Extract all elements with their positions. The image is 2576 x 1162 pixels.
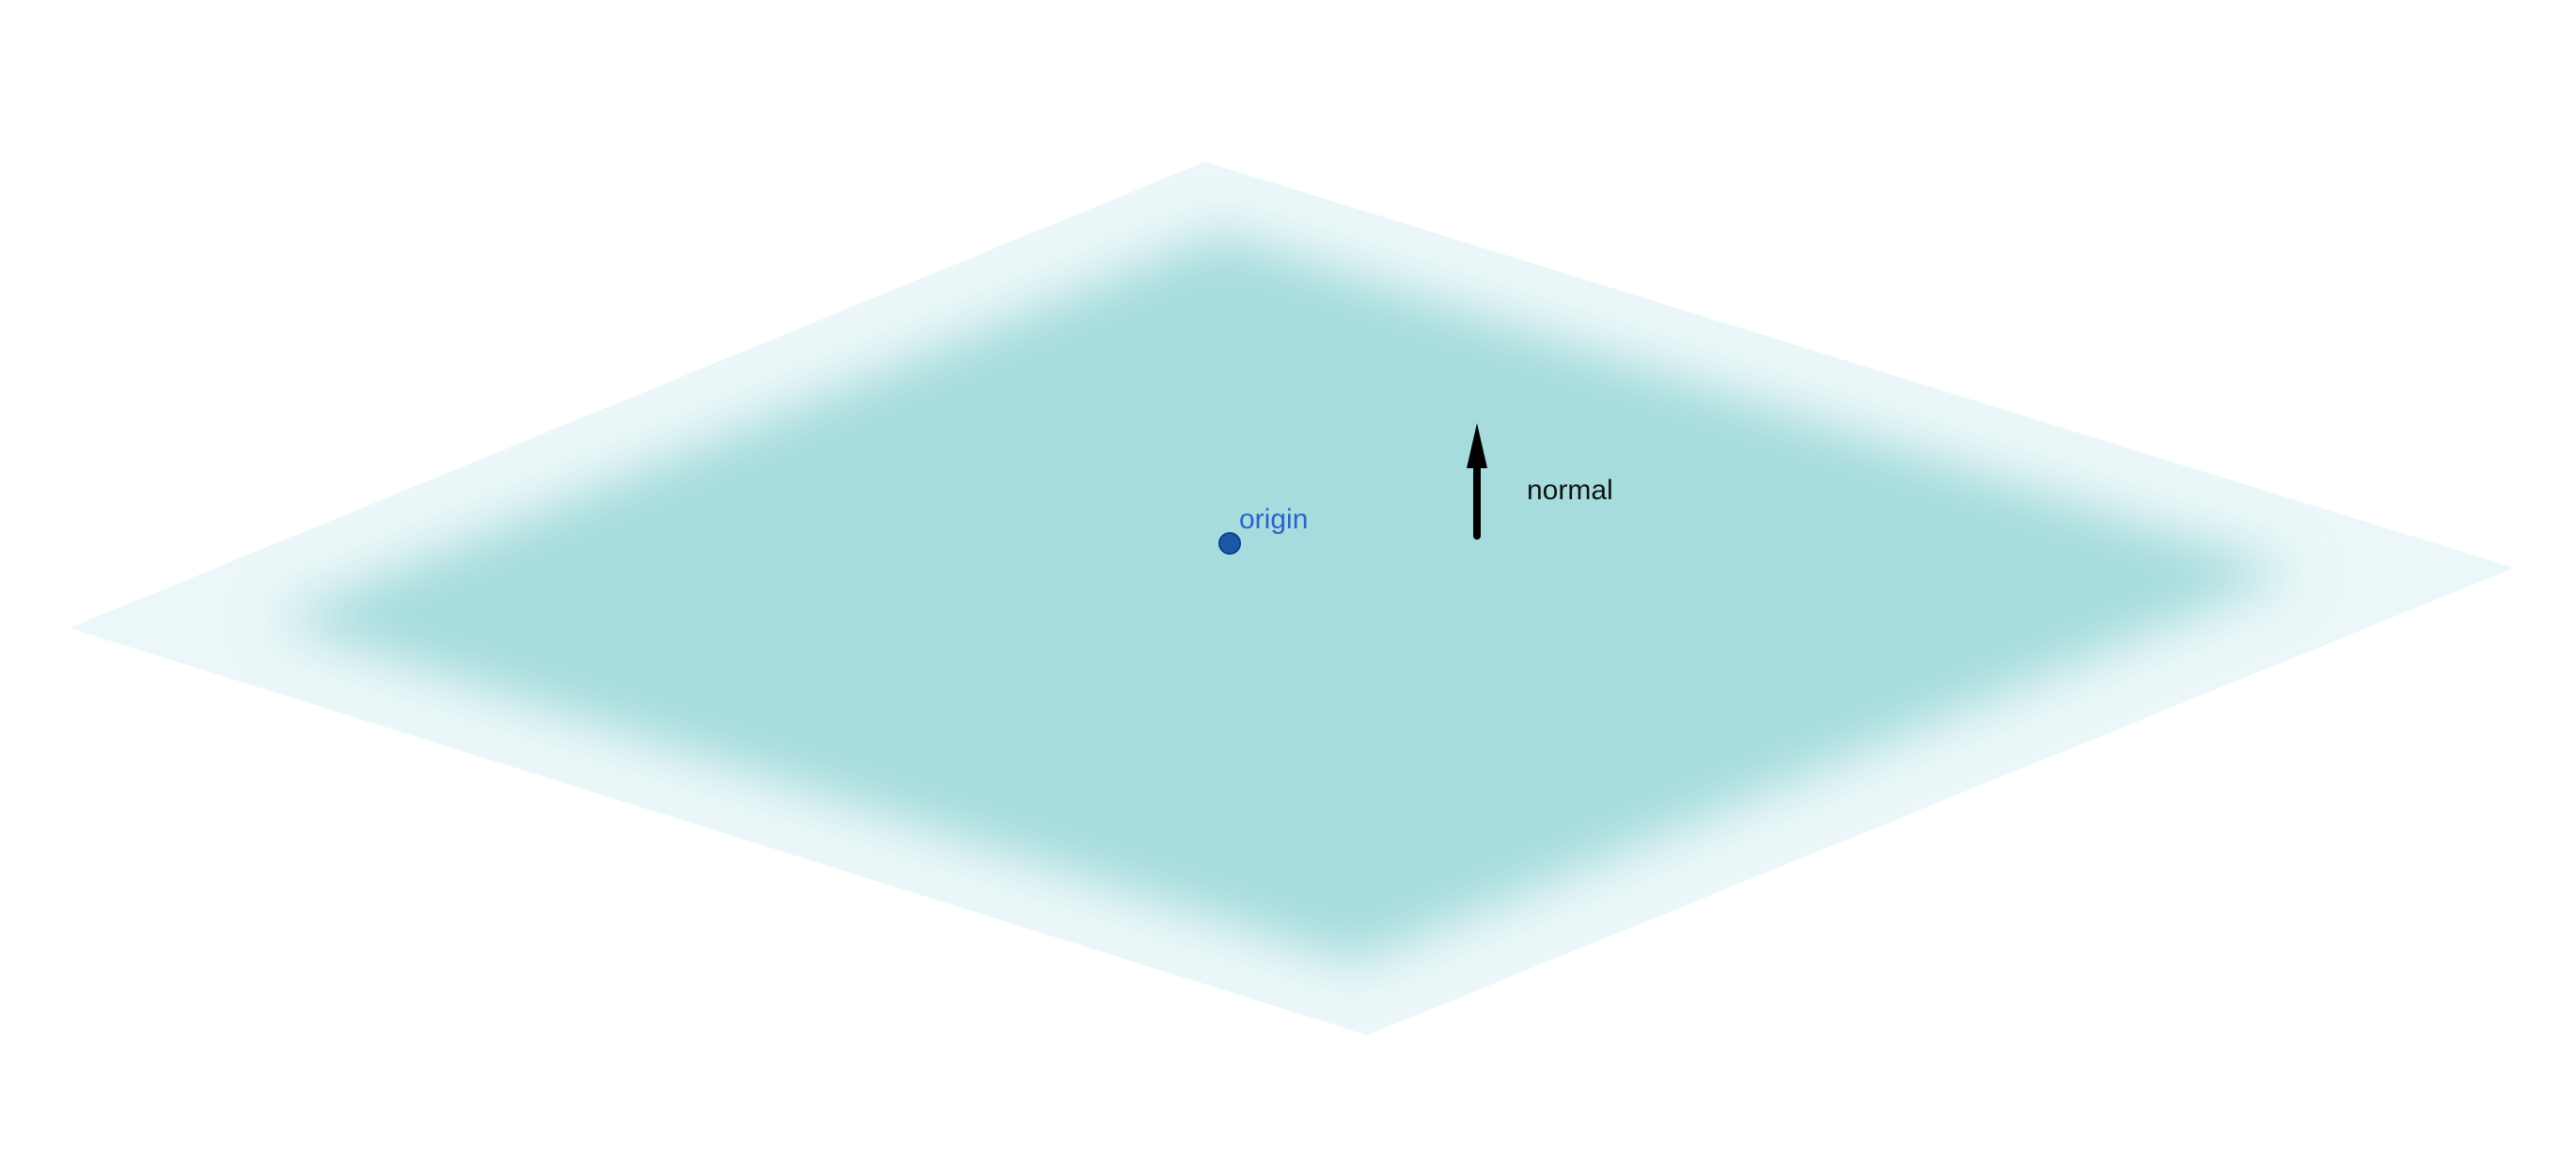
origin-marker: origin	[1218, 504, 1308, 555]
normal-label: normal	[1527, 475, 1613, 506]
origin-point	[1218, 532, 1241, 555]
normal-vector: normal	[1467, 423, 1613, 540]
normal-arrow-head	[1467, 423, 1487, 468]
origin-label: origin	[1239, 504, 1308, 535]
plane-surface	[70, 162, 2514, 1035]
plane-body	[273, 233, 2294, 963]
